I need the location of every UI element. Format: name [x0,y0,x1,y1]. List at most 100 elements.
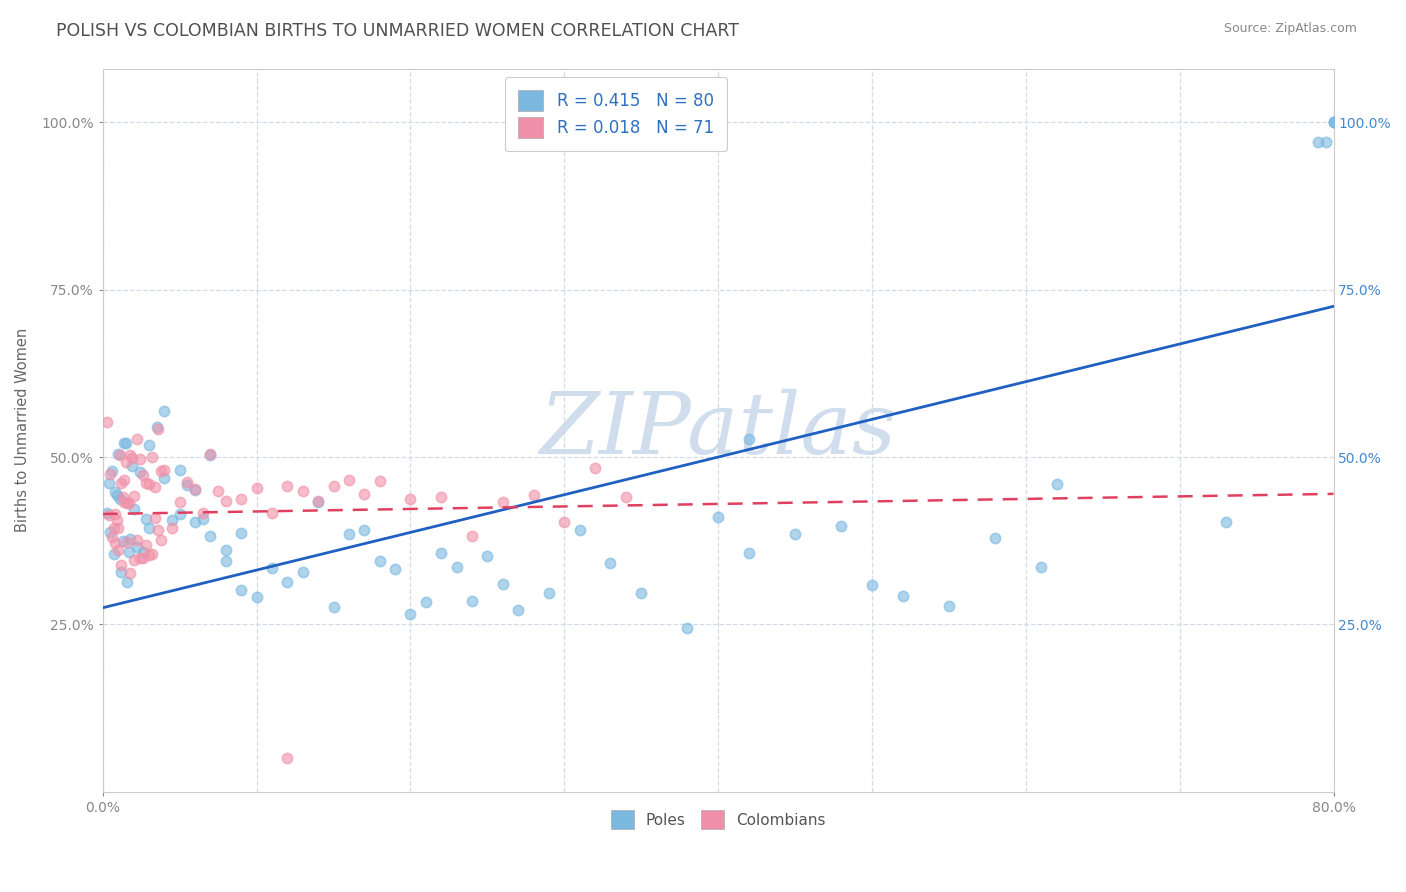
Y-axis label: Births to Unmarried Women: Births to Unmarried Women [15,328,30,533]
Point [96,416,118,430]
Point [122,501,145,516]
Point [145,420,167,434]
Point [399,607,422,621]
Point [104,535,127,549]
Point [461,529,484,543]
Point [508,603,530,617]
Point [121,450,143,465]
Point [132,551,155,566]
Point [477,549,499,563]
Point [938,599,960,613]
Point [1322,115,1344,129]
Point [104,507,127,521]
Point [738,433,761,447]
Point [101,530,124,544]
Point [143,511,166,525]
Point [111,533,134,548]
Point [860,578,883,592]
Legend: Poles, Colombians: Poles, Colombians [605,804,832,835]
Point [135,476,157,491]
Point [184,482,207,496]
Point [112,495,135,509]
Point [100,467,122,481]
Point [599,556,621,570]
Point [138,476,160,491]
Point [1315,135,1337,149]
Point [492,576,515,591]
Point [128,452,150,467]
Point [128,465,150,479]
Point [430,490,453,504]
Point [135,538,157,552]
Point [105,513,128,527]
Point [984,532,1007,546]
Point [107,521,129,535]
Point [97,475,120,490]
Point [630,586,652,600]
Point [132,545,155,559]
Point [207,483,229,498]
Point [120,448,142,462]
Point [215,542,238,557]
Point [153,471,176,485]
Point [160,521,183,535]
Point [568,523,591,537]
Point [200,448,222,462]
Point [1045,477,1067,491]
Point [103,547,125,561]
Point [276,751,298,765]
Point [191,506,214,520]
Point [120,533,142,547]
Point [176,475,198,490]
Point [104,484,127,499]
Point [184,515,207,529]
Point [492,495,515,509]
Point [115,436,138,450]
Point [783,527,806,541]
Point [231,526,253,541]
Point [246,590,269,604]
Point [117,496,139,510]
Point [368,474,391,488]
Point [399,491,422,506]
Point [169,507,191,521]
Point [122,489,145,503]
Point [200,529,222,543]
Point [138,437,160,451]
Point [160,513,183,527]
Point [276,575,298,590]
Point [353,523,375,537]
Point [891,589,914,603]
Point [231,582,253,597]
Point [128,550,150,565]
Point [107,447,129,461]
Point [415,594,437,608]
Point [122,553,145,567]
Point [107,543,129,558]
Point [184,483,207,497]
Point [1031,560,1053,574]
Point [215,494,238,508]
Point [120,566,142,580]
Point [676,622,699,636]
Point [307,493,329,508]
Point [707,510,730,524]
Point [135,512,157,526]
Point [169,495,191,509]
Point [368,554,391,568]
Point [169,463,191,477]
Point [537,586,560,600]
Point [141,547,163,561]
Point [1215,515,1237,529]
Point [125,533,148,547]
Point [260,506,283,520]
Text: Source: ZipAtlas.com: Source: ZipAtlas.com [1223,22,1357,36]
Point [153,463,176,477]
Point [322,600,344,615]
Point [291,565,314,579]
Point [738,545,761,559]
Point [276,479,298,493]
Point [117,574,139,589]
Point [108,492,131,507]
Point [353,487,375,501]
